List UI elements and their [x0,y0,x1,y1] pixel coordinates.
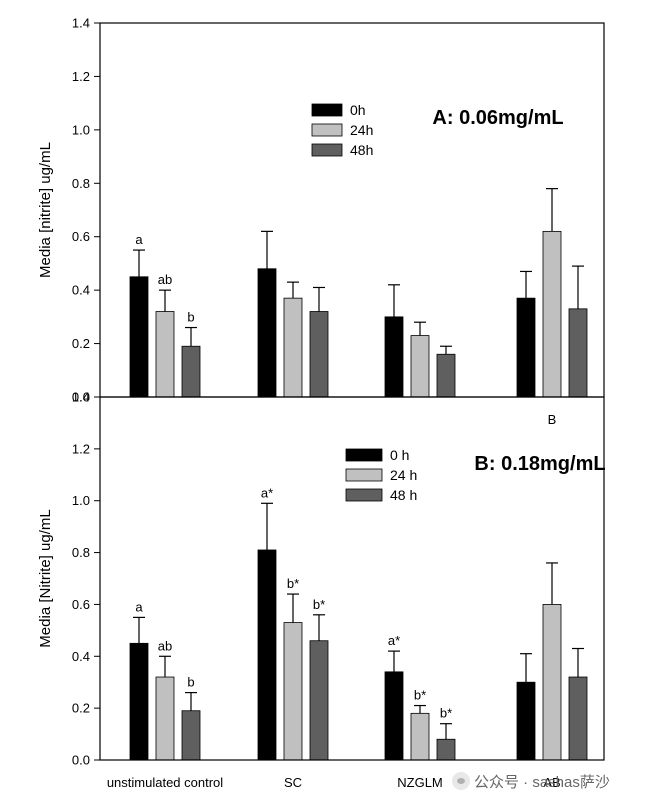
watermark-text: 公众号 · sashas萨沙 [474,773,610,791]
x-tick-label: unstimulated control [107,775,223,790]
y-tick-label: 0.4 [72,649,90,664]
chart-panel-b: 0.0 0.2 0.4 0.6 0.8 1.0 1.2 1.4 Media [Nitrite] … [37,390,606,791]
bar [384,671,404,761]
bar [516,681,536,761]
legend-label: 48 h [390,487,417,503]
legend-swatch [311,143,343,157]
legend-swatch [345,488,383,502]
panel-title: B: 0.18mg/mL [474,453,605,475]
significance-label: a [135,232,143,247]
legend-label: 24h [350,122,373,138]
bar [568,676,588,761]
y-tick-label: 0.6 [72,597,90,612]
legend-swatch [311,123,343,137]
y-axis-title: Media [nitrite] ug/mL [37,142,54,278]
bar [257,549,277,761]
y-tick-label: 0.6 [72,229,90,244]
bar [181,710,201,761]
y-tick-label: 0.2 [72,701,90,716]
watermark: 公众号 · sashas萨沙 [452,768,610,794]
significance-label: b* [414,688,426,703]
bar [542,604,562,761]
bar [436,353,456,398]
bar [568,308,588,398]
y-tick-label: 0.8 [72,545,90,560]
bar [155,676,175,761]
significance-label: b [187,675,194,690]
bar [155,311,175,398]
significance-label: ab [158,638,172,653]
bar [283,622,303,761]
bar [129,642,149,761]
bar [436,738,456,761]
x-tick-label: NZGLM [397,775,443,790]
y-tick-label: 0.2 [72,336,90,351]
significance-label: b* [287,576,299,591]
bar [129,276,149,398]
y-tick-label: 1.4 [72,390,90,405]
legend-label: 24 h [390,467,417,483]
y-tick-label: 1.0 [72,493,90,508]
legend: 0 h 24 h 48 h [345,447,417,503]
bar [516,297,536,398]
significance-label: a [135,599,143,614]
x-tick-label: SC [284,775,302,790]
legend: 0h 24h 48h [311,102,373,158]
significance-label: ab [158,272,172,287]
bar [257,268,277,398]
significance-label: b* [440,706,452,721]
bar [309,640,329,761]
plot-frame [99,396,605,761]
bar [410,712,430,761]
significance-label: b [187,310,194,325]
y-axis-title: Media [Nitrite] ug/mL [37,509,54,647]
legend-swatch [345,448,383,462]
legend-swatch [311,103,343,117]
legend-label: 0 h [390,447,409,463]
bar [542,230,562,398]
y-tick-label: 1.2 [72,69,90,84]
bar [384,316,404,398]
wechat-official-account-icon [452,772,470,790]
bar [309,311,329,398]
significance-label: b* [313,597,325,612]
bar [410,335,430,398]
y-tick-label: 1.2 [72,441,90,456]
significance-label: a* [388,633,400,648]
legend-label: 48h [350,142,373,158]
y-tick-label: 0.0 [72,753,90,768]
legend-label: 0h [350,102,366,118]
x-tick-label: B [548,412,557,427]
y-tick-label: 0.4 [72,283,90,298]
x-tick-label: AB [543,775,560,790]
bar [181,345,201,398]
y-tick-label: 0.0 [72,390,90,405]
y-tick-label: 1.0 [72,122,90,137]
y-tick-label: 0.8 [72,176,90,191]
chart-panel-a: 0.0 0.2 0.4 0.6 0.8 1.0 1.2 1.4 Media [nitrite] … [37,16,605,427]
panel-title: A: 0.06mg/mL [432,107,563,129]
y-tick-label: 1.4 [72,16,90,31]
bar [283,297,303,398]
significance-label: a* [261,485,273,500]
legend-swatch [345,468,383,482]
